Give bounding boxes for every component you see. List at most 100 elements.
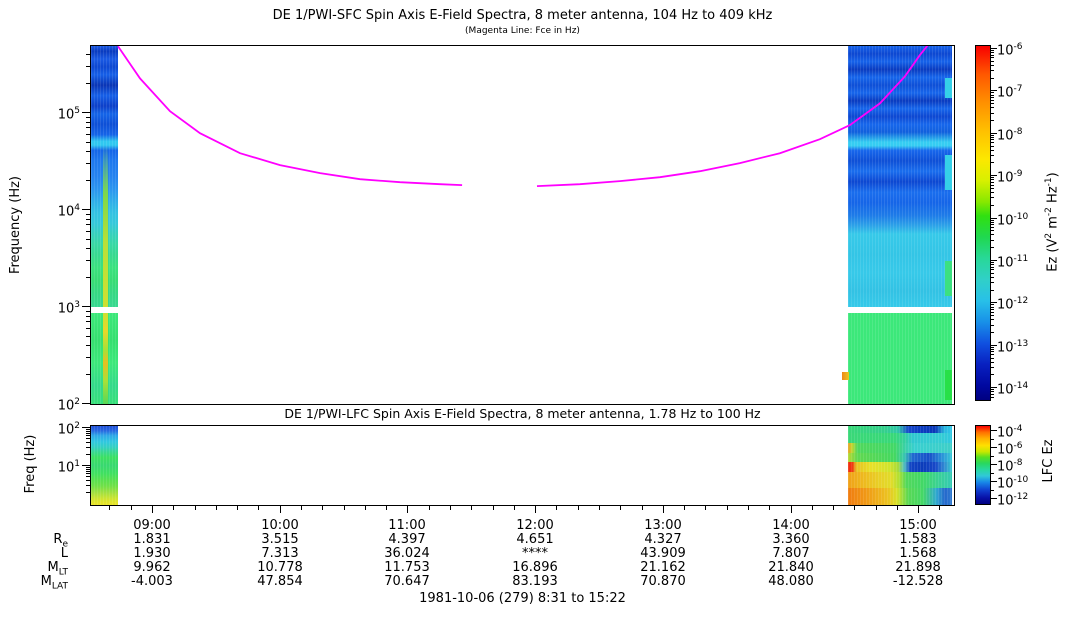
fce-line-segment	[536, 46, 929, 187]
sfc-colorbar-minor-tick	[991, 113, 994, 114]
ephemeris-row-label: Re	[53, 532, 68, 550]
ephemeris-value: 7.313	[261, 546, 299, 561]
x-axis-minor-tick	[301, 506, 302, 510]
sfc-y-minor-tick	[86, 311, 91, 312]
x-axis-minor-tick	[365, 506, 366, 510]
x-axis-minor-tick	[578, 506, 579, 510]
sfc-colorbar-minor-tick	[991, 227, 994, 228]
sfc-colorbar-major-tick	[991, 302, 997, 303]
sfc-y-minor-tick	[86, 321, 91, 322]
sfc-colorbar-tick-label: 10-10	[997, 212, 1029, 229]
sfc-colorbar-minor-tick	[991, 192, 994, 193]
lfc-y-minor-tick	[86, 435, 91, 436]
x-axis-minor-tick	[386, 506, 387, 510]
ephemeris-row-label: L	[60, 546, 68, 561]
lfc-y-minor-tick	[86, 485, 91, 486]
sfc-colorbar-minor-tick	[991, 52, 994, 53]
lfc-y-major-tick	[82, 465, 91, 466]
x-axis-minor-tick	[258, 506, 259, 510]
lfc-colorbar-tick	[991, 430, 997, 431]
ephemeris-value: 3.360	[772, 532, 810, 547]
sfc-y-tick-label: 105	[57, 106, 80, 123]
lfc-y-tick-label: 101	[57, 459, 80, 476]
x-axis-minor-tick	[769, 506, 770, 510]
sfc-colorbar-minor-tick	[991, 78, 994, 79]
sfc-colorbar-minor-tick	[991, 150, 994, 151]
ephemeris-value: 1.583	[899, 532, 937, 547]
sfc-colorbar-minor-tick	[991, 290, 994, 291]
ephemeris-value: -12.528	[892, 574, 944, 589]
sfc-y-minor-tick	[86, 336, 91, 337]
lfc-colorbar-tick-label: 10-8	[997, 458, 1023, 475]
x-axis-major-tick	[280, 506, 281, 513]
sfc-colorbar-minor-tick	[991, 185, 994, 186]
x-axis-minor-tick	[556, 506, 557, 510]
sfc-colorbar-minor-tick	[991, 358, 994, 359]
x-axis-minor-tick	[109, 506, 110, 510]
sfc-left-emission-streak	[103, 146, 108, 307]
ephemeris-value: 16.896	[512, 560, 558, 575]
sfc-y-minor-tick	[86, 151, 91, 152]
ephemeris-value: 9.962	[133, 560, 171, 575]
x-axis-minor-tick	[429, 506, 430, 510]
sfc-colorbar-minor-tick	[991, 307, 994, 308]
sfc-colorbar-minor-tick	[991, 103, 994, 104]
sfc-colorbar-tick-label: 10-14	[997, 381, 1029, 398]
x-axis-major-tick	[791, 506, 792, 513]
sfc-y-tick-label: 103	[57, 300, 80, 317]
sfc-y-minor-tick	[86, 345, 91, 346]
x-axis-minor-tick	[471, 506, 472, 510]
sfc-right-green-patch	[945, 261, 952, 296]
sfc-colorbar-minor-tick	[991, 304, 994, 305]
lfc-y-tick-label: 102	[57, 421, 80, 438]
lfc-colorbar-tick	[991, 447, 997, 448]
ephemeris-value: 21.898	[895, 560, 941, 575]
lfc-y-minor-tick	[86, 473, 91, 474]
lfc-colorbar-tick-label: 10-10	[997, 475, 1029, 492]
sfc-colorbar-minor-tick	[991, 319, 994, 320]
ephemeris-row-label: MLAT	[40, 574, 68, 592]
lfc-colorbar-tick-label: 10-12	[997, 492, 1029, 509]
sfc-colorbar-tick-label: 10-12	[997, 296, 1029, 313]
sfc-colorbar-major-tick	[991, 133, 997, 134]
sfc-colorbar-minor-tick	[991, 107, 994, 108]
sfc-colorbar-minor-tick	[991, 240, 994, 241]
sfc-data-segment-right-upper	[848, 46, 952, 307]
sfc-colorbar-major-tick	[991, 260, 997, 261]
sfc-colorbar-minor-tick	[991, 177, 994, 178]
sfc-colorbar-minor-tick	[991, 188, 994, 189]
lfc-colorbar-tick	[991, 439, 994, 440]
sfc-title: DE 1/PWI-SFC Spin Axis E-Field Spectra, …	[272, 8, 773, 23]
sfc-colorbar-minor-tick	[991, 309, 994, 310]
x-axis-tick-label: 11:00	[388, 518, 426, 533]
lfc-y-minor-tick	[86, 469, 91, 470]
ephemeris-value: 7.807	[772, 546, 810, 561]
x-axis-minor-tick	[939, 506, 940, 510]
lfc-colorbar-tick	[991, 481, 997, 482]
ephemeris-value: 48.080	[768, 574, 814, 589]
sfc-colorbar-minor-tick	[991, 397, 994, 398]
x-axis-major-tick	[152, 506, 153, 513]
x-axis-major-tick	[918, 506, 919, 513]
sfc-y-minor-tick	[86, 180, 91, 181]
sfc-colorbar-minor-tick	[991, 394, 994, 395]
sfc-y-minor-tick	[86, 134, 91, 135]
ephemeris-value: 21.840	[768, 560, 814, 575]
ephemeris-value: 4.327	[644, 532, 682, 547]
ephemeris-value: 3.515	[261, 532, 299, 547]
sfc-colorbar-minor-tick	[991, 65, 994, 66]
lfc-colorbar-tick-label: 10-4	[997, 424, 1023, 441]
sfc-colorbar-minor-tick	[991, 120, 994, 121]
x-axis-minor-tick	[897, 506, 898, 510]
ephemeris-value: 1.568	[899, 546, 937, 561]
ephemeris-value: 10.778	[257, 560, 303, 575]
sfc-colorbar-minor-tick	[991, 70, 994, 71]
sfc-colorbar-tick-label: 10-7	[997, 84, 1023, 101]
ephemeris-value: 70.647	[384, 574, 430, 589]
sfc-colorbar-tick-label: 10-6	[997, 42, 1023, 59]
x-axis-tick-label: 09:00	[133, 518, 171, 533]
x-axis-minor-tick	[684, 506, 685, 510]
sfc-colorbar-label: Ez (V2 m-2 Hz-1)	[1044, 172, 1061, 272]
ephemeris-value: 4.397	[388, 532, 426, 547]
